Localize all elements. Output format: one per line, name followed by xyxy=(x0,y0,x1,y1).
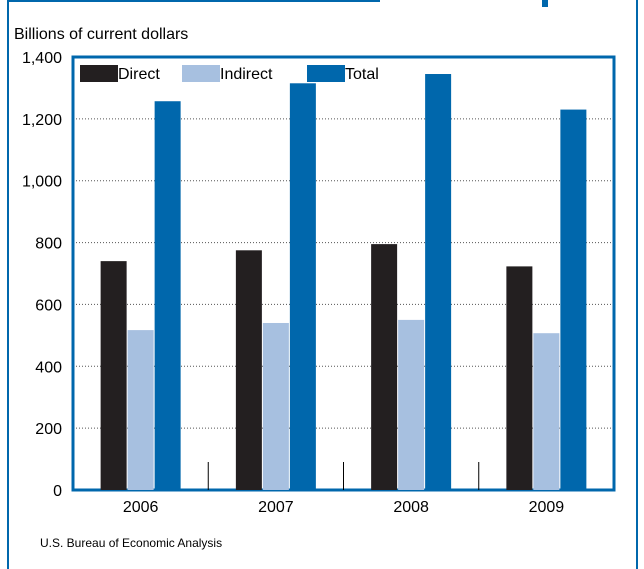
y-tick-label: 800 xyxy=(35,236,62,253)
plot-border xyxy=(71,55,616,492)
x-tick-label: 2008 xyxy=(393,499,429,516)
legend-swatch-total xyxy=(307,65,345,82)
y-tick-label: 1,000 xyxy=(22,174,62,191)
chart-frame xyxy=(7,0,638,569)
bar-direct-2006 xyxy=(100,261,127,490)
x-tick-label: 2006 xyxy=(123,499,159,516)
bar-total-2009 xyxy=(560,109,587,490)
bar-total-2006 xyxy=(154,101,181,491)
source-note: U.S. Bureau of Economic Analysis xyxy=(40,536,223,550)
y-axis-unit-label: Billions of current dollars xyxy=(14,26,189,43)
x-tick-label: 2007 xyxy=(258,499,294,516)
y-tick-label: 0 xyxy=(53,483,62,500)
legend-label-total: Total xyxy=(345,66,379,83)
legend-swatch-indirect xyxy=(182,65,220,82)
bar-total-2007 xyxy=(289,83,316,491)
y-tick-label: 400 xyxy=(35,359,62,376)
bar-direct-2008 xyxy=(371,244,398,490)
bar-indirect-2007 xyxy=(262,322,289,490)
legend-label-direct: Direct xyxy=(118,66,160,83)
bar-indirect-2006 xyxy=(127,330,154,490)
bar-direct-2007 xyxy=(235,250,262,490)
title-mark xyxy=(542,0,548,7)
y-tick-label: 600 xyxy=(35,297,62,314)
bar-total-2008 xyxy=(425,74,452,490)
x-tick-label: 2009 xyxy=(529,499,565,516)
title-bar-fragment xyxy=(380,0,636,10)
legend-swatch-direct xyxy=(80,65,118,82)
y-tick-label: 200 xyxy=(35,421,62,438)
legend-label-indirect: Indirect xyxy=(220,66,273,83)
bar-indirect-2009 xyxy=(533,333,560,490)
y-tick-label: 1,200 xyxy=(22,112,62,129)
bar-indirect-2008 xyxy=(398,319,425,490)
bar-direct-2009 xyxy=(506,266,533,490)
y-tick-label: 1,400 xyxy=(22,50,62,67)
